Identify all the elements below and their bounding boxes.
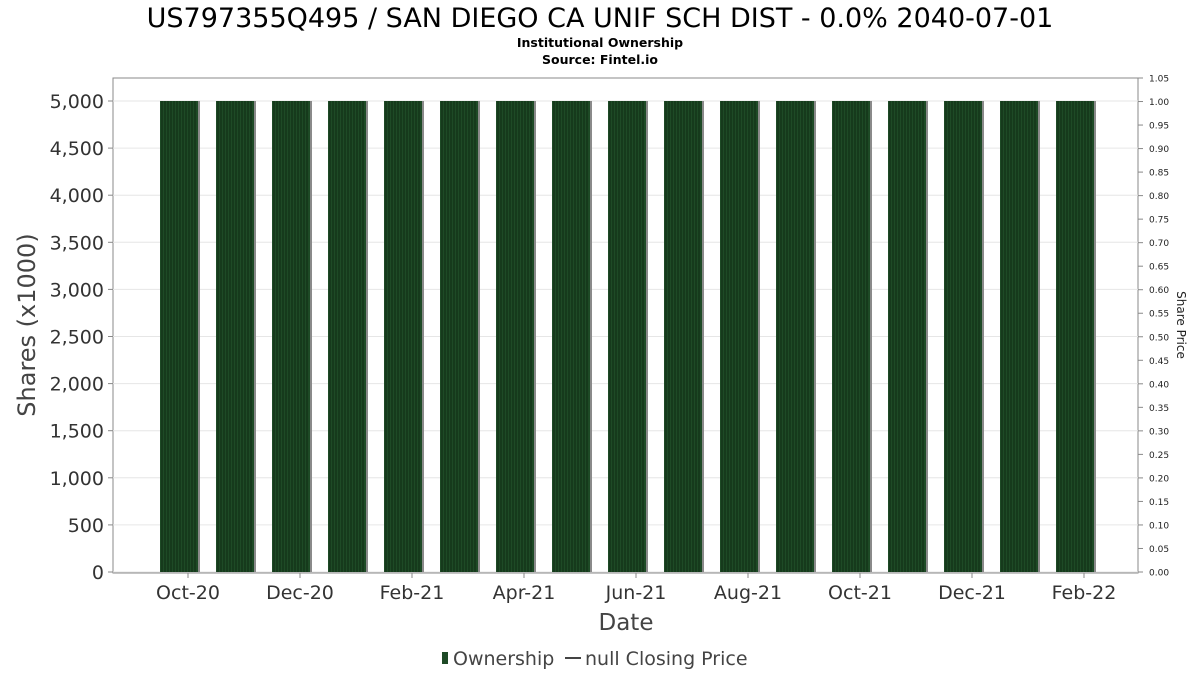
y-tick-label: 4,500 bbox=[50, 138, 104, 160]
y2-tick-label: 0.90 bbox=[1149, 145, 1169, 155]
y2-tick-label: 0.35 bbox=[1149, 404, 1169, 414]
y2-tick-label: 0.75 bbox=[1149, 216, 1169, 226]
y2-tick-label: 0.95 bbox=[1149, 122, 1169, 132]
y-tick-label: 3,500 bbox=[50, 232, 104, 254]
y-tick-label: 0 bbox=[92, 562, 104, 584]
y-tick-label: 4,000 bbox=[50, 185, 104, 207]
y2-tick-label: 0.65 bbox=[1149, 263, 1169, 273]
y-tick-label: 3,000 bbox=[50, 279, 104, 301]
y2-tick-label: 0.80 bbox=[1149, 192, 1169, 202]
y-tick-label: 2,500 bbox=[50, 327, 104, 349]
y-tick-label: 2,000 bbox=[50, 374, 104, 396]
x-tick-label: Oct-21 bbox=[828, 582, 892, 604]
y-axis-label: Shares (x1000) bbox=[13, 233, 41, 416]
legend-label-ownership: Ownership bbox=[453, 648, 554, 670]
x-axis-label: Date bbox=[599, 610, 654, 636]
y2-tick-label: 0.55 bbox=[1149, 310, 1169, 320]
x-tick-label: Oct-20 bbox=[156, 582, 220, 604]
y2-tick-label: 0.85 bbox=[1149, 169, 1169, 179]
legend: Ownership null Closing Price bbox=[442, 648, 748, 670]
legend-swatch-ownership bbox=[442, 652, 448, 664]
chart-subtitle: Institutional Ownership bbox=[517, 35, 683, 50]
x-tick-label: Feb-21 bbox=[380, 582, 445, 604]
y-tick-label: 1,000 bbox=[50, 468, 104, 490]
y2-axis-label: Share Price bbox=[1174, 291, 1188, 359]
y2-tick-label: 0.20 bbox=[1149, 474, 1169, 484]
y2-tick-label: 0.50 bbox=[1149, 333, 1169, 343]
y2-tick-label: 0.70 bbox=[1149, 239, 1169, 249]
legend-label-closing-price: null Closing Price bbox=[585, 648, 748, 670]
y2-tick-label: 0.25 bbox=[1149, 451, 1169, 461]
y2-tick-label: 0.45 bbox=[1149, 357, 1169, 367]
x-tick-label: Apr-21 bbox=[493, 582, 556, 604]
y2-tick-label: 0.00 bbox=[1149, 569, 1169, 579]
chart-source: Source: Fintel.io bbox=[542, 52, 658, 67]
plot-area: 0 500 1,000 1,500 2,000 2,500 3,000 3,500 4,000 4… bbox=[50, 75, 1170, 605]
y2-tick-label: 1.00 bbox=[1149, 98, 1169, 108]
x-tick-label: Aug-21 bbox=[714, 582, 782, 604]
y-tick-label: 5,000 bbox=[50, 91, 104, 113]
x-tick-label: Dec-21 bbox=[938, 582, 1006, 604]
chart-title: US797355Q495 / SAN DIEGO CA UNIF SCH DIS… bbox=[147, 3, 1054, 34]
y2-tick-label: 0.30 bbox=[1149, 427, 1169, 437]
y-tick-label: 500 bbox=[68, 515, 104, 537]
y2-tick-label: 0.15 bbox=[1149, 498, 1169, 508]
x-tick-label: Feb-22 bbox=[1052, 582, 1117, 604]
y2-tick-label: 0.05 bbox=[1149, 545, 1169, 555]
y2-tick-label: 0.60 bbox=[1149, 286, 1169, 296]
x-tick-label: Dec-20 bbox=[266, 582, 334, 604]
y2-tick-label: 0.10 bbox=[1149, 521, 1169, 531]
y2-tick-label: 0.40 bbox=[1149, 380, 1169, 390]
y-tick-label: 1,500 bbox=[50, 421, 104, 443]
y2-tick-label: 1.05 bbox=[1149, 75, 1169, 85]
x-tick-label: Jun-21 bbox=[605, 582, 667, 604]
